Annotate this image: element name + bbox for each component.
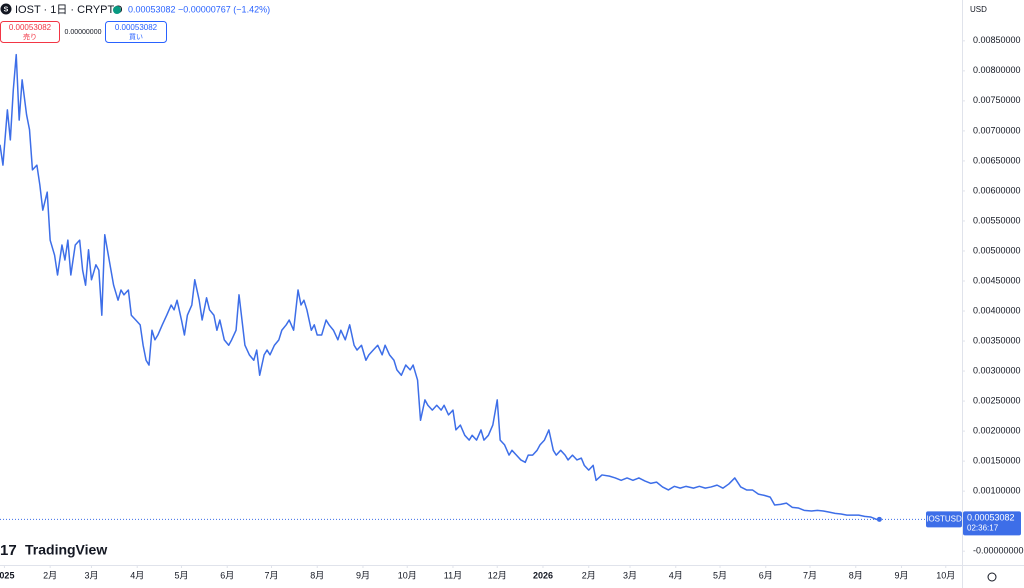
series-name: IOSTUSD	[926, 514, 962, 523]
y-tick-label: 0.00800000	[973, 65, 1021, 75]
buy-button[interactable]	[105, 21, 167, 43]
y-tick-label: 0.00150000	[973, 456, 1021, 466]
logo: 17 TradingView	[0, 542, 107, 559]
x-tick-label: 7月	[803, 570, 817, 580]
logo-text: TradingView	[25, 542, 107, 558]
y-tick-label: 0.00750000	[973, 95, 1021, 105]
x-tick-label: 3月	[84, 570, 98, 580]
last-price-badge	[963, 511, 1021, 536]
x-tick-label: 10月	[398, 570, 417, 580]
change: −0.00000767 (−1.42%)	[178, 4, 270, 14]
market-status	[113, 6, 121, 14]
y-tick-label: -0.00000000	[973, 546, 1024, 556]
price: 0.00053082	[128, 4, 176, 14]
price-line	[0, 53, 880, 521]
y-tick-label: 0.00450000	[973, 275, 1021, 285]
symbol-title[interactable]: IOST · 1日 · CRYPTO	[15, 4, 123, 16]
x-tick-label: 9月	[894, 570, 908, 580]
x-tick-label: 5月	[713, 570, 727, 580]
y-tick-label: 0.00350000	[973, 335, 1021, 345]
sell-label: 売り	[23, 32, 37, 41]
last-price-label: 0.00053082	[967, 513, 1015, 523]
y-tick-label: 0.00200000	[973, 425, 1021, 435]
logo-mark: 17	[0, 542, 17, 559]
y-tick-label: 0.00700000	[973, 125, 1021, 135]
x-tick-label: 6月	[759, 570, 773, 580]
x-tick-label: 3月	[623, 570, 637, 580]
countdown: 02:36:17	[967, 523, 999, 532]
x-tick-label: 10月	[936, 570, 955, 580]
y-tick-label: 0.00300000	[973, 365, 1021, 375]
x-tick-label: 7月	[264, 570, 278, 580]
symbol-icon-letter: S	[4, 6, 9, 13]
x-tick-label: 6月	[220, 570, 234, 580]
settings-icon[interactable]	[987, 572, 997, 582]
sell-button[interactable]	[0, 21, 60, 43]
header: S IOST · 1日 · CRYPTO 0.00053082 −0.00000…	[0, 3, 270, 43]
y-tick-label: 0.00850000	[973, 35, 1021, 45]
buy-label: 買い	[129, 33, 143, 41]
spread: 0.00000000	[65, 29, 102, 36]
y-tick-label: 0.00650000	[973, 155, 1021, 165]
x-tick-label: 11月	[444, 570, 462, 580]
x-tick-label: 8月	[849, 570, 863, 580]
x-tick-label: 8月	[310, 570, 324, 580]
x-tick-label: 5月	[174, 570, 188, 580]
y-tick-label: 0.00550000	[973, 215, 1021, 225]
sell-price: 0.00053082	[9, 23, 52, 32]
x-tick-label: 2月	[582, 570, 596, 580]
currency[interactable]: USD	[970, 5, 987, 14]
x-tick-label: 2026	[533, 570, 553, 580]
x-tick-label: 12月	[488, 570, 507, 580]
x-tick-label: 2月	[43, 570, 57, 580]
buy-price: 0.00053082	[115, 23, 158, 32]
symbol-icon	[0, 3, 12, 15]
y-tick-label: 0.00250000	[973, 395, 1021, 405]
y-tick-label: 0.00100000	[973, 486, 1021, 496]
x-tick-label: 9月	[356, 570, 370, 580]
x-tick-label: 4月	[130, 570, 144, 580]
y-tick-label: 0.00400000	[973, 305, 1021, 315]
y-tick-label: 0.00500000	[973, 245, 1021, 255]
y-tick-label: 0.00600000	[973, 185, 1021, 195]
x-tick-label: 2025	[0, 570, 14, 580]
series-name-badge	[926, 511, 962, 528]
x-tick-label: 4月	[669, 570, 683, 580]
